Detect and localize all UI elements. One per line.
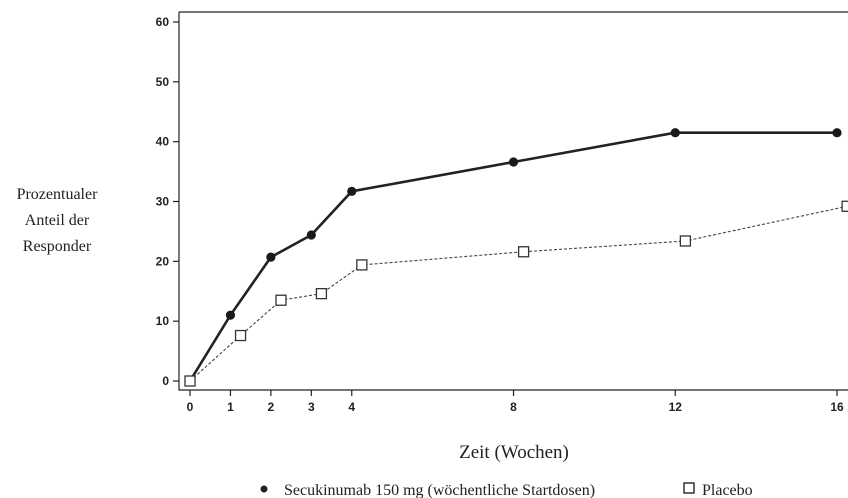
x-tick-label: 3 xyxy=(308,400,315,414)
data-point-placebo xyxy=(517,246,530,258)
x-tick-label: 8 xyxy=(510,400,517,414)
series-line-secukinumab xyxy=(188,131,837,382)
y-axis-title-line: Prozentualer xyxy=(17,186,99,203)
axis-frame xyxy=(178,12,848,391)
data-point-placebo xyxy=(356,259,368,271)
legend-marker-secukinumab xyxy=(260,485,268,493)
y-tick-label: 30 xyxy=(156,195,170,209)
y-tick-label: 40 xyxy=(156,135,170,149)
x-axis-title: Zeit (Wochen) xyxy=(459,442,569,463)
y-axis-title-line: Responder xyxy=(23,238,92,255)
legend: Secukinumab 150 mg (wöchentliche Startdo… xyxy=(260,482,753,498)
plot-area xyxy=(184,128,848,387)
x-tick-label: 0 xyxy=(187,400,194,414)
data-point-secukinumab xyxy=(832,128,842,138)
y-tick-label: 0 xyxy=(162,374,169,388)
y-axis-title: Prozentualer Anteil der Responder xyxy=(17,186,99,255)
legend-label-placebo: Placebo xyxy=(702,482,753,498)
data-point-placebo xyxy=(275,294,287,306)
data-point-placebo xyxy=(315,287,328,300)
data-point-secukinumab xyxy=(347,186,357,196)
y-tick-label: 60 xyxy=(156,15,170,29)
legend-marker-placebo xyxy=(683,482,695,494)
x-tick-label: 2 xyxy=(268,400,275,414)
legend-label-secukinumab: Secukinumab 150 mg (wöchentliche Startdo… xyxy=(284,482,595,498)
y-tick-label: 20 xyxy=(156,254,170,268)
y-tick-label: 10 xyxy=(156,314,170,328)
data-point-placebo xyxy=(841,200,848,212)
series-line-placebo xyxy=(189,205,848,382)
data-point-secukinumab xyxy=(306,230,316,240)
x-tick-label: 4 xyxy=(348,400,355,414)
x-tick-label: 12 xyxy=(669,400,683,414)
x-tick-label: 1 xyxy=(227,400,234,414)
y-axis-title-line: Anteil der xyxy=(25,212,90,229)
data-point-secukinumab xyxy=(225,310,236,320)
data-point-placebo xyxy=(234,329,247,342)
data-point-secukinumab xyxy=(670,128,680,138)
data-point-secukinumab xyxy=(508,157,519,167)
x-tick-label: 16 xyxy=(830,400,844,414)
y-tick-label: 50 xyxy=(156,75,170,89)
data-point-placebo xyxy=(679,235,692,247)
data-point-secukinumab xyxy=(266,252,276,262)
data-point-placebo xyxy=(184,375,196,387)
